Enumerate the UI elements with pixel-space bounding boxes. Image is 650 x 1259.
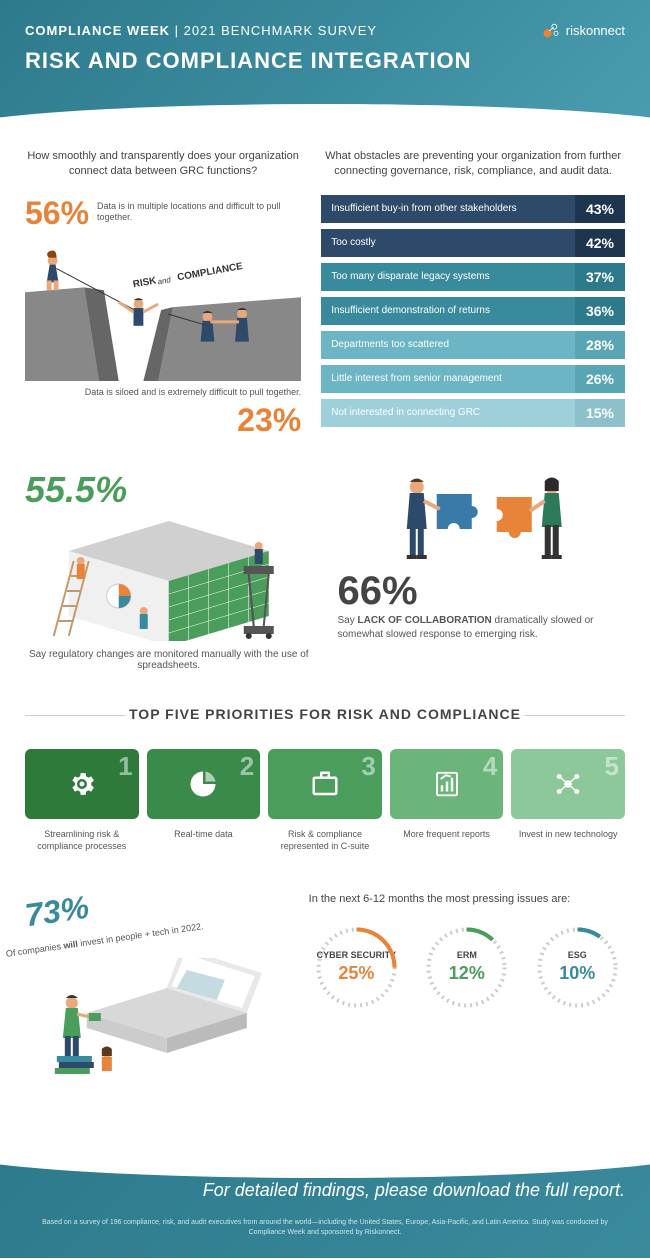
riskonnect-icon <box>541 20 561 40</box>
priority-item: 2 Real-time data <box>147 749 261 852</box>
priority-item: 4 More frequent reports <box>390 749 504 852</box>
priority-number: 4 <box>483 751 497 782</box>
bar-pct: 37% <box>575 263 625 291</box>
bar-label: Too costly <box>321 229 575 257</box>
footer: For detailed findings, please download t… <box>0 1148 650 1258</box>
obstacle-bar: Insufficient demonstration of returns36% <box>321 297 625 325</box>
priority-box: 5 <box>511 749 625 819</box>
pressing-issues-title: In the next 6-12 months the most pressin… <box>309 893 625 905</box>
obstacle-bar: Not interested in connecting GRC15% <box>321 399 625 427</box>
gear-icon <box>67 769 97 799</box>
stat-73-pct: 73% <box>23 889 92 935</box>
circle-ring-icon <box>535 925 620 1010</box>
header: COMPLIANCE WEEK | 2021 BENCHMARK SURVEY … <box>0 0 650 134</box>
priority-number: 5 <box>605 751 619 782</box>
brand-line: COMPLIANCE WEEK | 2021 BENCHMARK SURVEY <box>25 23 377 38</box>
network-icon <box>553 769 583 799</box>
stat-23: Data is siloed and is extremely difficul… <box>25 387 301 440</box>
bar-pct: 26% <box>575 365 625 393</box>
cliff-illustration: RISK and COMPLIANCE <box>25 242 301 382</box>
briefcase-icon <box>310 769 340 799</box>
brand-rest: | 2021 BENCHMARK SURVEY <box>170 23 377 38</box>
stat-56-label: Data is in multiple locations and diffic… <box>97 195 301 224</box>
priority-number: 3 <box>361 751 375 782</box>
divider-text: TOP FIVE PRIORITIES FOR RISK AND COMPLIA… <box>129 706 521 722</box>
bar-label: Too many disparate legacy systems <box>321 263 575 291</box>
obstacle-bar: Departments too scattered28% <box>321 331 625 359</box>
laptop-illustration <box>25 958 289 1098</box>
priority-box: 2 <box>147 749 261 819</box>
footer-cta: For detailed findings, please download t… <box>25 1178 625 1203</box>
puzzle-illustration <box>338 469 626 569</box>
issue-circle: ERM 12% <box>424 925 509 1010</box>
priority-label: Streamlining risk & compliance processes <box>25 829 139 852</box>
stat-23-label: Data is siloed and is extremely difficul… <box>25 387 301 403</box>
pie-icon <box>188 769 218 799</box>
priority-label: Real-time data <box>147 829 261 841</box>
question-right: What obstacles are preventing your organ… <box>321 149 625 180</box>
bar-pct: 43% <box>575 195 625 223</box>
priority-label: More frequent reports <box>390 829 504 841</box>
bar-label: Insufficient buy-in from other stakehold… <box>321 195 575 223</box>
svg-text:and: and <box>157 275 172 286</box>
priority-label: Risk & compliance represented in C-suite <box>268 829 382 852</box>
stat-55-pct: 55.5% <box>25 469 313 511</box>
issue-circle: CYBER SECURITY 25% <box>314 925 399 1010</box>
bar-pct: 36% <box>575 297 625 325</box>
stat-56-pct: 56% <box>25 195 89 232</box>
bar-label: Little interest from senior management <box>321 365 575 393</box>
circle-ring-icon <box>314 925 399 1010</box>
section-outlook: 73% Of companies will invest in people +… <box>0 883 650 1128</box>
priorities-divider: TOP FIVE PRIORITIES FOR RISK AND COMPLIA… <box>0 696 650 734</box>
priority-box: 4 <box>390 749 504 819</box>
logo-text: riskonnect <box>566 23 625 38</box>
report-icon <box>432 769 462 799</box>
svg-text:COMPLIANCE: COMPLIANCE <box>177 261 245 283</box>
obstacle-bar: Insufficient buy-in from other stakehold… <box>321 195 625 223</box>
issue-circle: ESG 10% <box>535 925 620 1010</box>
obstacle-bar: Too many disparate legacy systems37% <box>321 263 625 291</box>
question-left: How smoothly and transparently does your… <box>25 149 301 180</box>
svg-text:RISK: RISK <box>132 275 158 290</box>
stat-55-label: Say regulatory changes are monitored man… <box>25 649 313 671</box>
priority-item: 5 Invest in new technology <box>511 749 625 852</box>
priority-box: 3 <box>268 749 382 819</box>
priority-box: 1 <box>25 749 139 819</box>
bar-pct: 15% <box>575 399 625 427</box>
stat-66-pct: 66% <box>338 569 626 614</box>
bar-label: Departments too scattered <box>321 331 575 359</box>
stat-66-label: Say LACK OF COLLABORATION dramatically s… <box>338 614 626 642</box>
page-title: RISK AND COMPLIANCE INTEGRATION <box>25 48 625 74</box>
obstacle-bar: Too costly42% <box>321 229 625 257</box>
bar-pct: 42% <box>575 229 625 257</box>
priorities-row: 1 Streamlining risk & compliance processe… <box>0 734 650 882</box>
stat-56: 56% Data is in multiple locations and di… <box>25 195 301 232</box>
circle-ring-icon <box>424 925 509 1010</box>
priority-item: 3 Risk & compliance represented in C-suit… <box>268 749 382 852</box>
priority-number: 2 <box>240 751 254 782</box>
pressing-issues-circles: CYBER SECURITY 25% ERM 12% ESG 10% <box>309 925 625 1010</box>
footer-fineprint: Based on a survey of 196 compliance, ris… <box>25 1218 625 1238</box>
priority-item: 1 Streamlining risk & compliance processe… <box>25 749 139 852</box>
brand-bold: COMPLIANCE WEEK <box>25 23 170 38</box>
bar-label: Not interested in connecting GRC <box>321 399 575 427</box>
obstacle-bars: Insufficient buy-in from other stakehold… <box>321 195 625 427</box>
stat-23-pct: 23% <box>25 402 301 439</box>
bar-pct: 28% <box>575 331 625 359</box>
bar-label: Insufficient demonstration of returns <box>321 297 575 325</box>
spreadsheet-illustration <box>25 511 313 641</box>
priority-label: Invest in new technology <box>511 829 625 841</box>
obstacle-bar: Little interest from senior management26… <box>321 365 625 393</box>
priority-number: 1 <box>118 751 132 782</box>
section-stats: 55.5% <box>0 459 650 696</box>
sponsor-logo: riskonnect <box>541 20 625 40</box>
section-data-connection: How smoothly and transparently does your… <box>0 134 650 459</box>
